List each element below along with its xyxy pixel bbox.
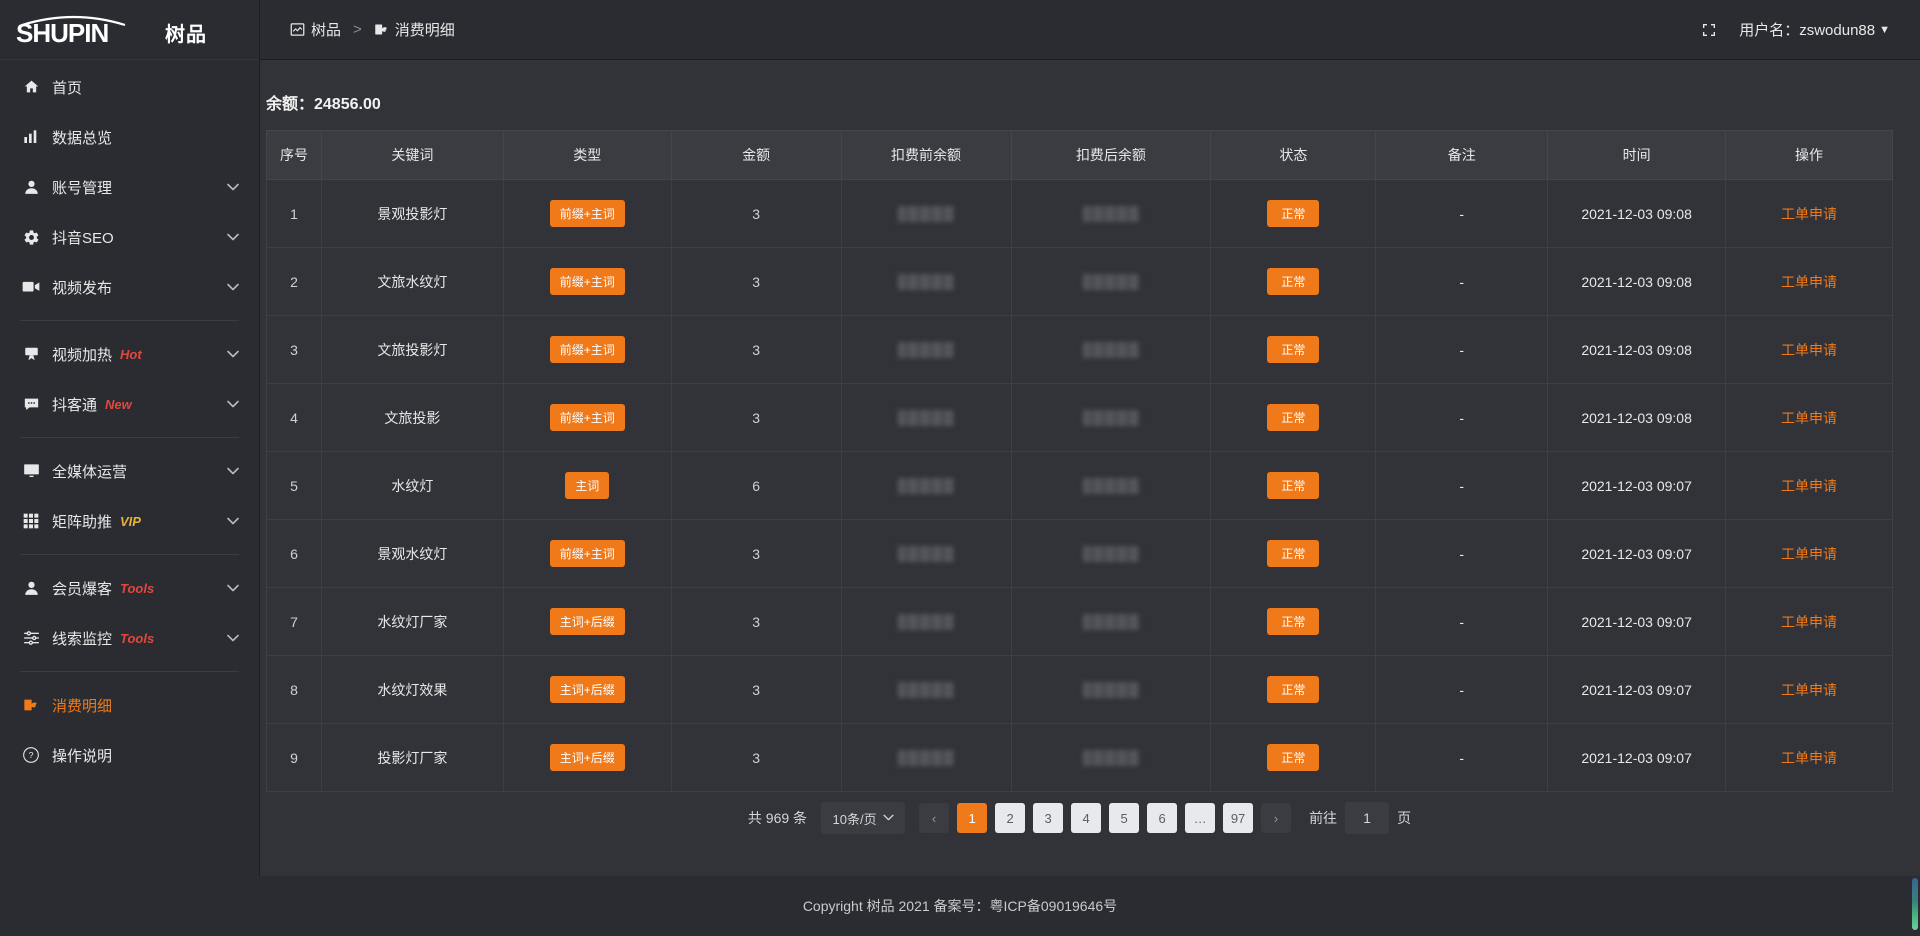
svg-text:SHUPIN: SHUPIN (16, 18, 108, 47)
svg-text:?: ? (29, 750, 34, 760)
svg-text:树品: 树品 (165, 23, 207, 46)
